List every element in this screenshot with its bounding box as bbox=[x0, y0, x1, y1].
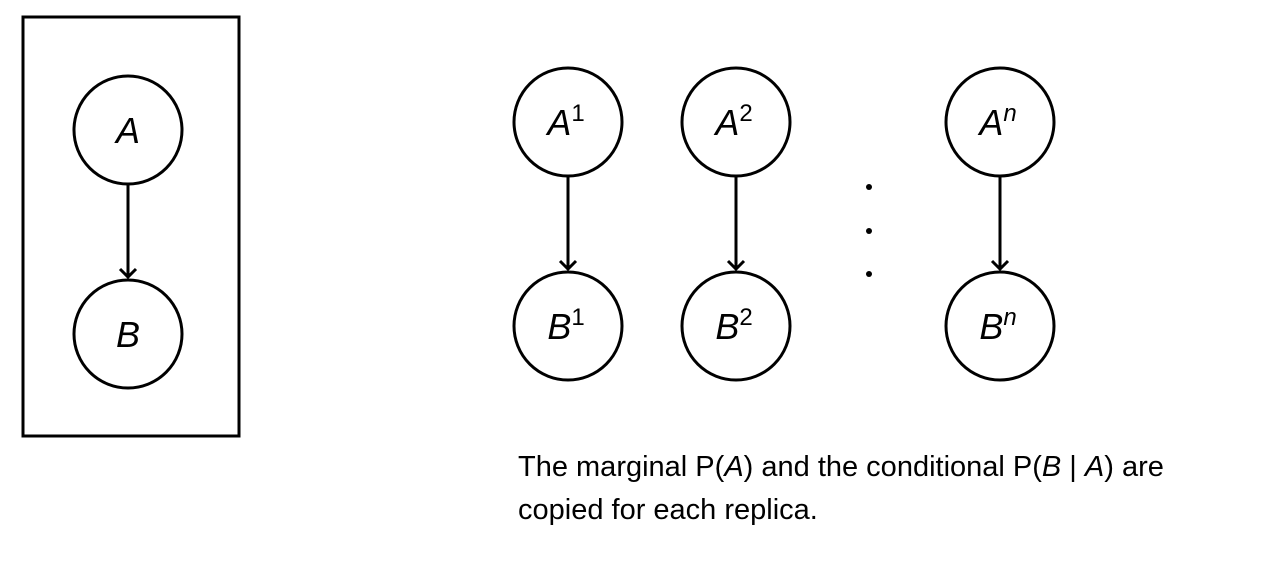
caption: The marginal P(A) and the conditional P(… bbox=[518, 446, 1278, 532]
plate-node-b-label: B bbox=[116, 314, 140, 355]
caption-line-1: The marginal P(A) and the conditional P(… bbox=[518, 451, 1164, 483]
replica-2-node-b: B2 bbox=[680, 270, 792, 382]
replica-2-node-a: A2 bbox=[680, 66, 792, 178]
replica-2-node-a-label: A2 bbox=[713, 100, 752, 143]
replica-n-node-b: Bn bbox=[944, 270, 1056, 382]
replica-1-node-a: A1 bbox=[512, 66, 624, 178]
ellipsis-dot-2 bbox=[866, 228, 872, 234]
replica-1-node-b-label: B1 bbox=[547, 304, 584, 347]
replica-n-node-b-circle bbox=[944, 270, 1056, 382]
replica-n-node-a-label: An bbox=[977, 100, 1016, 143]
replica-n-node-a-circle bbox=[944, 66, 1056, 178]
plate-node-a-circle bbox=[72, 74, 184, 186]
caption-line-2: copied for each replica. bbox=[518, 494, 818, 526]
vertical-ellipsis bbox=[866, 184, 872, 277]
replica-2-node-a-circle bbox=[680, 66, 792, 178]
replica-1-node-b: B1 bbox=[512, 270, 624, 382]
replica-n-node-b-label: Bn bbox=[979, 304, 1016, 347]
plate-notation: A B bbox=[21, 15, 241, 438]
replica-1-node-b-circle bbox=[512, 270, 624, 382]
replica-1: A1 B1 bbox=[512, 66, 624, 382]
ellipsis-dot-1 bbox=[866, 184, 872, 190]
plate-box bbox=[21, 15, 241, 438]
replica-n: An Bn bbox=[944, 66, 1056, 382]
replica-2-node-b-label: B2 bbox=[715, 304, 752, 347]
replica-n-node-a: An bbox=[944, 66, 1056, 178]
replica-1-node-a-circle bbox=[512, 66, 624, 178]
plate-node-b: B bbox=[72, 278, 184, 390]
ellipsis-dot-3 bbox=[866, 271, 872, 277]
plate-node-a: A bbox=[72, 74, 184, 186]
replica-2: A2 B2 bbox=[680, 66, 792, 382]
replica-1-node-a-label: A1 bbox=[545, 100, 584, 143]
plate-node-a-label: A bbox=[114, 110, 140, 151]
replica-2-node-b-circle bbox=[680, 270, 792, 382]
plate-node-b-circle bbox=[72, 278, 184, 390]
